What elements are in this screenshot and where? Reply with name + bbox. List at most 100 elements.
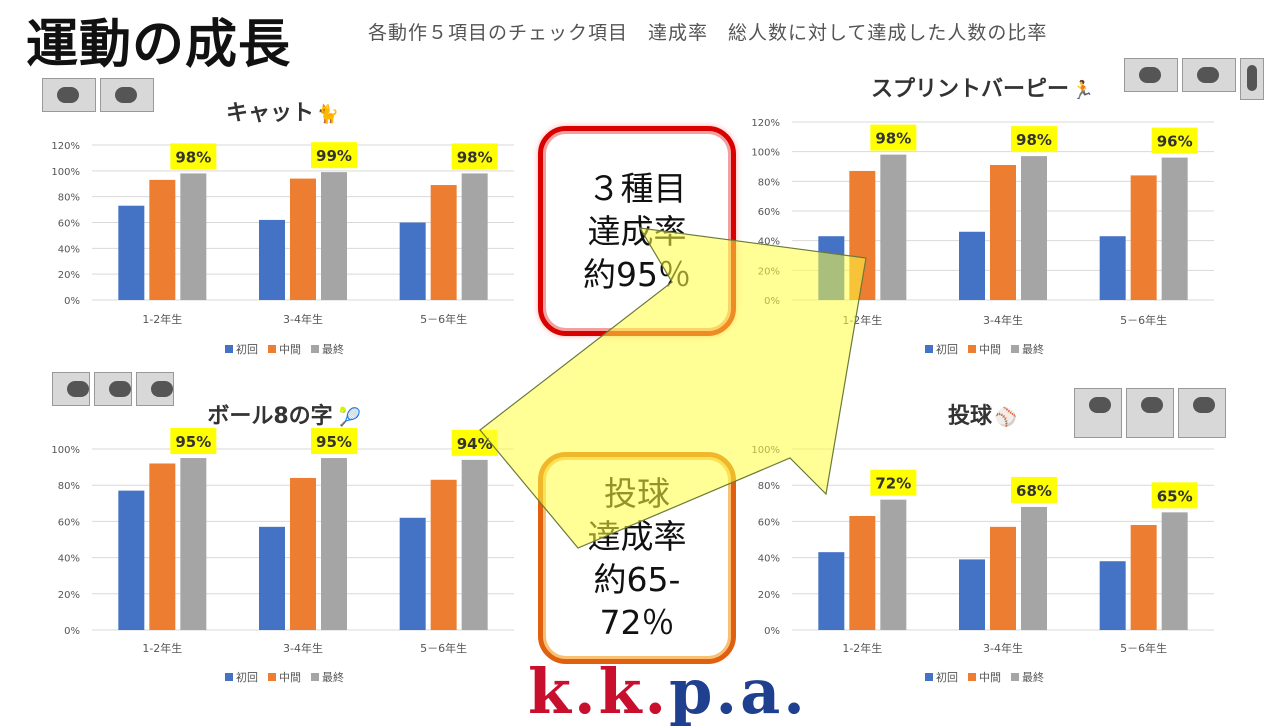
data-label: 98% bbox=[457, 148, 493, 166]
y-tick-label: 100% bbox=[751, 148, 780, 159]
legend-label: 最終 bbox=[1022, 342, 1044, 356]
y-tick-label: 80% bbox=[758, 481, 780, 492]
data-label: 72% bbox=[875, 475, 911, 493]
ball8-photos bbox=[52, 372, 174, 406]
data-label-bg bbox=[311, 428, 357, 455]
bar bbox=[1161, 157, 1188, 300]
chart-title: スプリントバーピー bbox=[871, 77, 1069, 102]
data-label: 68% bbox=[1016, 482, 1052, 500]
data-label-bg bbox=[311, 142, 357, 169]
bar bbox=[1099, 236, 1126, 300]
growth-arrow-shape bbox=[479, 227, 867, 549]
tennis-racket-icon: 🎾 bbox=[339, 406, 361, 428]
bar bbox=[461, 173, 488, 300]
data-label-bg bbox=[170, 428, 217, 455]
y-tick-label: 60% bbox=[58, 517, 80, 528]
callout-three-line1: ３種目 bbox=[587, 168, 687, 208]
data-label-bg bbox=[1151, 127, 1198, 154]
data-label: 95% bbox=[175, 433, 211, 451]
y-tick-label: 40% bbox=[758, 237, 780, 248]
legend-label: 中間 bbox=[979, 671, 1001, 684]
bar bbox=[290, 178, 316, 300]
category-label: 5－6年生 bbox=[1120, 641, 1167, 655]
baseball-icon: ⚾ bbox=[994, 406, 1017, 428]
burpee-photo bbox=[1240, 58, 1264, 100]
legend-swatch bbox=[925, 673, 933, 681]
legend-swatch bbox=[968, 345, 976, 353]
y-tick-label: 100% bbox=[51, 167, 80, 178]
bar bbox=[180, 173, 207, 300]
legend-label: 中間 bbox=[979, 343, 1001, 356]
y-tick-label: 40% bbox=[58, 244, 80, 255]
bar bbox=[990, 165, 1016, 300]
bar bbox=[1021, 156, 1047, 300]
callout-throw-line4: 72％ bbox=[599, 603, 675, 642]
runner-icon: 🏃 bbox=[1072, 79, 1094, 101]
bar bbox=[849, 515, 876, 630]
data-label-bg bbox=[1011, 476, 1057, 503]
bar bbox=[959, 231, 985, 300]
ball8-photo bbox=[94, 372, 132, 406]
ball8-photo bbox=[136, 372, 174, 406]
legend-label: 最終 bbox=[322, 342, 344, 356]
cat-photos bbox=[42, 78, 154, 112]
data-label: 65% bbox=[1157, 487, 1193, 505]
bar bbox=[990, 526, 1016, 630]
category-label: 3-4年生 bbox=[283, 312, 323, 326]
y-tick-label: 0% bbox=[64, 296, 80, 307]
callout-throw-line3: 約65- bbox=[593, 560, 681, 599]
y-tick-label: 0% bbox=[764, 626, 780, 637]
data-label-bg bbox=[1011, 126, 1057, 153]
legend-swatch bbox=[1011, 345, 1019, 353]
throw-photo bbox=[1126, 388, 1174, 438]
data-label-bg bbox=[870, 124, 917, 151]
data-label: 98% bbox=[175, 148, 211, 166]
y-tick-label: 20% bbox=[58, 590, 80, 601]
bar bbox=[321, 172, 347, 300]
category-label: 5－6年生 bbox=[1120, 313, 1167, 327]
burpee-photos bbox=[1124, 58, 1264, 100]
legend-swatch bbox=[225, 673, 233, 681]
category-label: 5－6年生 bbox=[420, 312, 467, 326]
data-label: 96% bbox=[1157, 133, 1193, 151]
y-tick-label: 120% bbox=[51, 141, 80, 152]
kkpa-logo: k.k.p.a. bbox=[528, 655, 808, 728]
category-label: 1-2年生 bbox=[842, 641, 882, 655]
legend-swatch bbox=[311, 345, 319, 353]
legend-swatch bbox=[1011, 673, 1019, 681]
legend-label: 最終 bbox=[322, 670, 344, 684]
legend-swatch bbox=[268, 345, 276, 353]
category-label: 5－6年生 bbox=[420, 641, 467, 655]
category-label: 1-2年生 bbox=[142, 312, 182, 326]
category-label: 1-2年生 bbox=[142, 641, 182, 655]
y-tick-label: 80% bbox=[58, 193, 80, 204]
bar bbox=[118, 490, 145, 630]
legend-swatch bbox=[311, 673, 319, 681]
bar bbox=[1021, 506, 1047, 630]
bar bbox=[149, 179, 176, 300]
y-tick-label: 60% bbox=[758, 207, 780, 218]
burpee-photo bbox=[1124, 58, 1178, 92]
cat-chart: キャット 🐈 0% 20% 40% 60% 80% 100% 120% 98% 1-2年生 99% 3-… bbox=[51, 101, 514, 356]
bar bbox=[321, 458, 347, 630]
data-label-bg bbox=[1151, 482, 1198, 509]
throw-photo bbox=[1178, 388, 1226, 438]
cat-photo bbox=[42, 78, 96, 112]
chart-title: 投球 bbox=[948, 404, 993, 429]
category-label: 3-4年生 bbox=[983, 641, 1023, 655]
data-label-bg bbox=[170, 143, 217, 170]
y-tick-label: 40% bbox=[58, 554, 80, 565]
bar bbox=[149, 463, 176, 630]
page-subtitle: 各動作５項目のチェック項目 達成率 総人数に対して達成した人数の比率 bbox=[368, 22, 1048, 44]
bar bbox=[880, 499, 907, 630]
legend-label: 初回 bbox=[236, 342, 258, 356]
legend-swatch bbox=[968, 673, 976, 681]
chart-title: キャット bbox=[226, 101, 314, 126]
category-label: 3-4年生 bbox=[983, 313, 1023, 327]
y-tick-label: 120% bbox=[751, 118, 780, 129]
legend-label: 初回 bbox=[936, 342, 958, 356]
y-tick-label: 80% bbox=[58, 481, 80, 492]
y-tick-label: 40% bbox=[758, 554, 780, 565]
legend-label: 初回 bbox=[936, 670, 958, 684]
